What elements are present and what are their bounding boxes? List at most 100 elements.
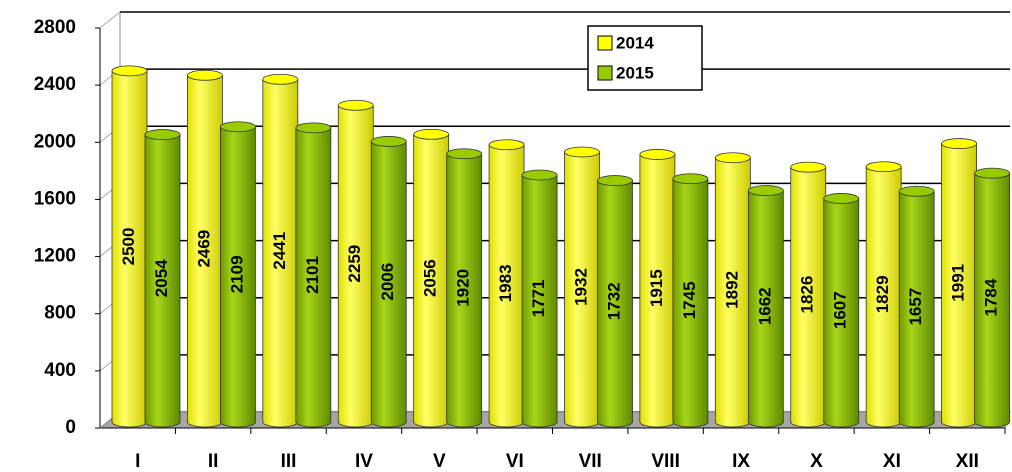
bar — [111, 70, 148, 423]
bar-top — [597, 175, 633, 186]
value-label: 2054 — [152, 259, 171, 297]
bar-top — [370, 136, 407, 147]
bar-fill — [522, 416, 557, 422]
bar — [823, 198, 860, 423]
bar-top — [564, 146, 600, 158]
x-tick-label: VIII — [651, 451, 680, 472]
bar-fill — [975, 416, 1010, 422]
bar-fill — [824, 416, 859, 422]
x-tick-label: IX — [732, 451, 750, 472]
y-tick-label: 1200 — [34, 246, 76, 267]
bar-fill — [673, 416, 708, 422]
value-label: 2441 — [270, 232, 289, 270]
bar-top — [898, 185, 935, 197]
bar-top — [974, 167, 1010, 179]
bar — [672, 178, 709, 423]
bar-fill — [489, 416, 524, 422]
bar-fill — [791, 416, 826, 422]
value-label: 1732 — [604, 282, 623, 320]
bar-top — [413, 128, 450, 140]
y-tick-label: 1600 — [34, 188, 76, 209]
bar-top — [337, 99, 374, 111]
bar-top — [521, 169, 558, 181]
bar-top — [672, 173, 709, 185]
bar-fill — [866, 416, 901, 422]
bar — [220, 126, 256, 423]
bar-top — [714, 152, 751, 164]
value-label: 2259 — [345, 245, 364, 283]
x-tick-label: X — [810, 451, 823, 472]
x-tick-label: XII — [956, 451, 979, 472]
legend-swatch — [597, 35, 613, 51]
bar-fill — [447, 416, 482, 422]
value-label: 1983 — [496, 264, 515, 302]
bar-top — [747, 185, 784, 196]
value-label: 1662 — [755, 287, 774, 325]
bar-top — [144, 129, 181, 140]
bar — [144, 134, 181, 423]
x-tick-label: II — [208, 451, 219, 472]
bar-top — [790, 161, 827, 173]
legend-label: 2015 — [616, 63, 654, 82]
bar-top — [446, 148, 483, 160]
y-tick-label: 2000 — [34, 131, 76, 152]
bar-top — [865, 161, 902, 173]
bar — [714, 157, 751, 423]
value-label: 1920 — [454, 269, 473, 307]
bars: 2500 2469 2441 2259 2056 1983 1932 1915 1892 1826… — [111, 65, 1010, 428]
y-tick-label: 2400 — [34, 74, 76, 95]
bar-fill — [899, 416, 934, 422]
value-label: 1607 — [831, 291, 850, 329]
bar — [413, 133, 450, 423]
bar-fill — [598, 416, 632, 422]
bar-top — [220, 121, 256, 133]
bar-fill — [565, 416, 599, 422]
bar-top — [823, 193, 860, 204]
value-label: 1784 — [982, 278, 1001, 316]
x-tick-label: I — [135, 451, 140, 472]
bar-fill — [187, 416, 222, 422]
bar-fill — [748, 416, 783, 422]
bar — [747, 190, 784, 423]
value-label: 1991 — [949, 264, 968, 302]
bar — [446, 153, 483, 423]
bar — [488, 144, 525, 423]
bar-fill — [296, 416, 331, 422]
bar — [639, 154, 676, 423]
bar — [865, 166, 902, 423]
bar — [521, 174, 558, 423]
bar — [370, 141, 407, 423]
bar-top — [187, 69, 223, 81]
bar-fill — [145, 416, 180, 422]
bar-fill — [414, 416, 449, 422]
value-label: 2056 — [421, 259, 440, 297]
x-tick-label: V — [433, 451, 446, 472]
legend-swatch — [597, 65, 613, 81]
x-tick-label: VII — [579, 451, 602, 472]
x-tick-label: VI — [506, 451, 524, 472]
grid-side — [99, 11, 121, 29]
y-tick-label: 0 — [65, 417, 76, 438]
x-tick-label: XI — [883, 451, 901, 472]
bar-fill — [942, 416, 977, 422]
value-label: 1829 — [873, 275, 892, 313]
bar-top — [639, 149, 676, 160]
value-label: 1745 — [680, 281, 699, 319]
y-tick-label: 400 — [44, 360, 76, 381]
bar — [941, 143, 977, 423]
bar — [790, 166, 827, 423]
bar-fill — [371, 416, 406, 422]
bar-fill — [715, 416, 750, 422]
value-label: 2469 — [194, 230, 213, 268]
value-label: 1771 — [529, 280, 548, 318]
bar-fill — [263, 416, 298, 422]
value-label: 2500 — [119, 228, 138, 266]
bar-fill — [640, 416, 675, 422]
value-label: 2101 — [303, 256, 322, 294]
bar-fill — [112, 416, 147, 422]
value-label: 1657 — [906, 288, 925, 326]
bar-top — [488, 139, 525, 151]
value-label: 1826 — [798, 276, 817, 314]
bar — [337, 104, 374, 423]
